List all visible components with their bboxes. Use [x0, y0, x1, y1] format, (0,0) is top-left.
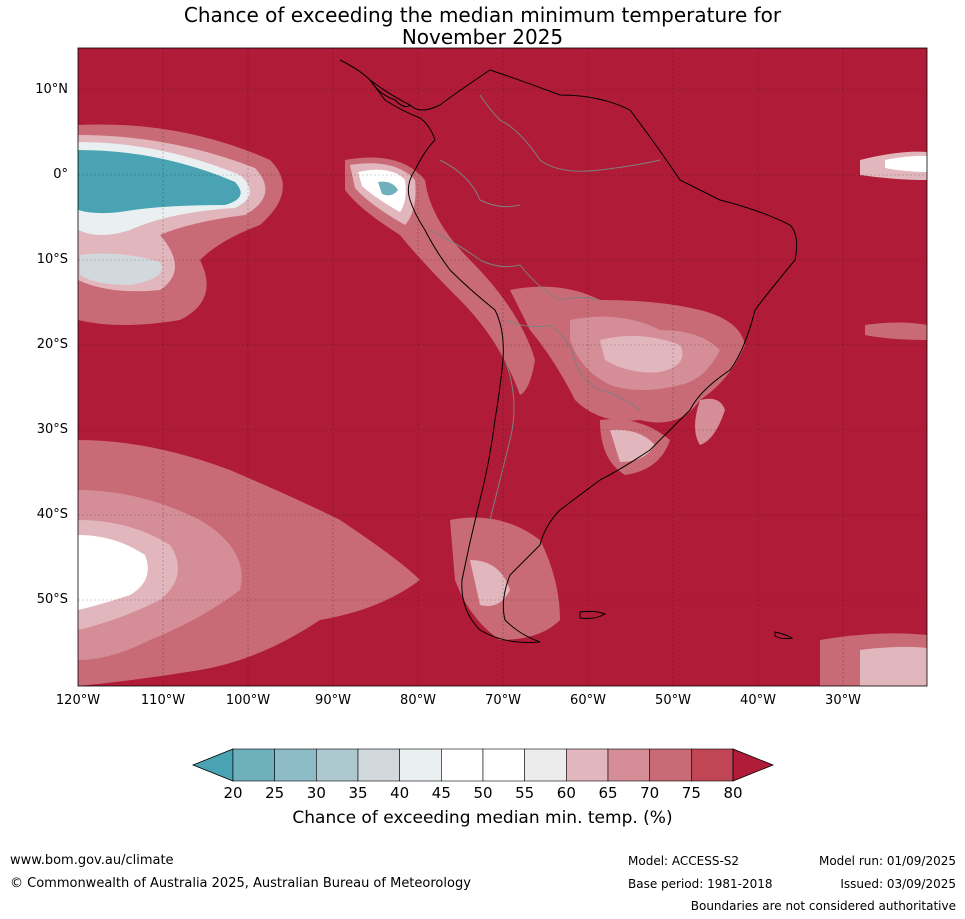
colorbar-tick-label: 20 — [223, 784, 243, 802]
south-georgia — [774, 631, 794, 640]
colorbar-bin — [441, 748, 484, 782]
lat-label-20s: 20°S — [36, 337, 68, 352]
patch-south-white — [78, 535, 148, 610]
patch-satl-60 — [860, 646, 927, 686]
colorbar-tick-label: 55 — [515, 784, 535, 802]
colorbar-bin — [232, 748, 275, 782]
colorbar-bin — [566, 748, 609, 782]
colorbar-tick-label: 75 — [681, 784, 701, 802]
footer-base-period: Base period: 1981-2018 — [628, 877, 773, 891]
patch-east-white — [885, 155, 927, 172]
lon-label-40w: 40°W — [740, 693, 776, 708]
lat-label-50s: 50°S — [36, 592, 68, 607]
colorbar-bin — [482, 748, 525, 782]
map-frame — [77, 47, 928, 687]
lat-label-0: 0° — [53, 167, 68, 182]
lat-label-10n: 10°N — [35, 82, 68, 97]
patch-peru-teal — [378, 181, 398, 196]
footer-url: www.bom.gov.au/climate — [10, 853, 174, 868]
lon-label-90w: 90°W — [315, 693, 351, 708]
patch-patagonia-70 — [450, 517, 560, 640]
falklands — [579, 610, 607, 619]
colorbar-bin — [316, 748, 359, 782]
lat-label-10s: 10°S — [36, 252, 68, 267]
lon-label-80w: 80°W — [400, 693, 436, 708]
patch-brazil-light — [600, 336, 683, 373]
lon-label-50w: 50°W — [655, 693, 691, 708]
map-title-line1: Chance of exceeding the median minimum t… — [183, 3, 782, 27]
lon-label-100w: 100°W — [225, 693, 271, 708]
footer-copyright: © Commonwealth of Australia 2025, Austra… — [10, 876, 471, 891]
colorbar-bin — [649, 748, 692, 782]
patch-patagonia-60 — [470, 560, 510, 606]
coastlines — [339, 59, 798, 643]
colorbar-tick-label: 50 — [473, 784, 493, 802]
lon-label-70w: 70°W — [485, 693, 521, 708]
colorbar-tick-label: 80 — [723, 784, 743, 802]
colorbar-bin — [524, 748, 567, 782]
colorbar-tick-label: 30 — [306, 784, 326, 802]
map-title-line2: November 2025 — [401, 25, 564, 49]
patch-pacific-teal — [78, 150, 241, 214]
lon-label-60w: 60°W — [570, 693, 606, 708]
lon-label-30w: 30°W — [825, 693, 861, 708]
footer-disclaimer: Boundaries are not considered authoritat… — [690, 899, 956, 913]
lon-label-110w: 110°W — [140, 693, 186, 708]
colorbar-bin — [691, 748, 734, 782]
patch-pacific-light — [80, 253, 162, 285]
gridlines — [78, 48, 927, 686]
borders — [429, 94, 661, 521]
footer-model-run: Model run: 01/09/2025 — [818, 854, 956, 868]
map-title: Chance of exceeding the median minimum t… — [0, 4, 965, 48]
footer-issued: Issued: 03/09/2025 — [840, 877, 956, 891]
colorbar-tick-label: 70 — [640, 784, 660, 802]
colorbar-bin — [357, 748, 400, 782]
lat-label-30s: 30°S — [36, 422, 68, 437]
footer-model: Model: ACCESS-S2 — [628, 854, 740, 868]
colorbar-tick-label: 35 — [348, 784, 368, 802]
colorbar-extend-high — [732, 748, 775, 782]
colorbar-tick-label: 40 — [390, 784, 410, 802]
lon-label-120w: 120°W — [55, 693, 101, 708]
probability-patches — [78, 124, 927, 686]
patch-atl-2 — [865, 322, 927, 340]
colorbar — [191, 748, 775, 782]
colorbar-label: Chance of exceeding median min. temp. (%… — [292, 808, 673, 828]
colorbar-tick-label: 45 — [431, 784, 451, 802]
colorbar-bin — [607, 748, 650, 782]
colorbar-tick-label: 60 — [556, 784, 576, 802]
central-america-coast — [339, 59, 411, 108]
patch-atl-1 — [695, 398, 725, 445]
lat-label-40s: 40°S — [36, 507, 68, 522]
colorbar-tick-label: 25 — [265, 784, 285, 802]
colorbar-bin — [399, 748, 442, 782]
colorbar-extend-low — [191, 748, 234, 782]
colorbar-tick-label: 65 — [598, 784, 618, 802]
colorbar-bin — [274, 748, 317, 782]
south-america-coast — [369, 69, 798, 643]
